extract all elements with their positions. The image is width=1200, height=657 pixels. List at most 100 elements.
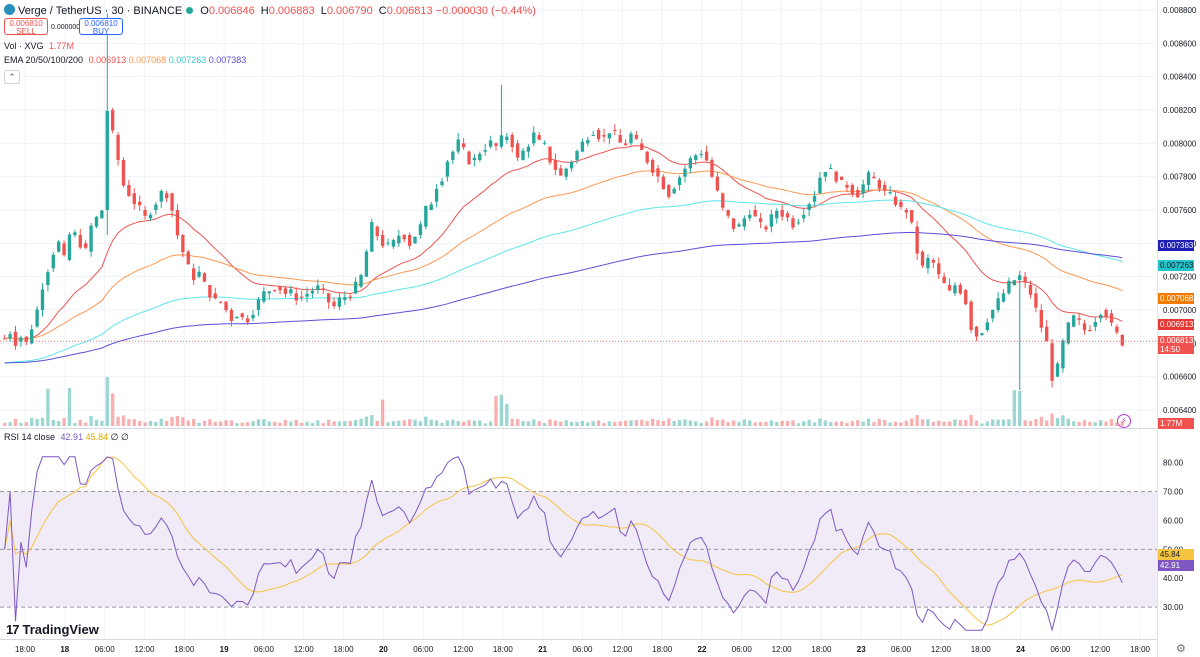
ema200-value: 0.007383 <box>208 55 247 65</box>
candle-body <box>596 130 601 140</box>
buy-button[interactable]: 0.006810 BUY <box>79 18 123 36</box>
ema50-value: 0.007068 <box>128 55 167 65</box>
candle-body <box>645 151 649 163</box>
ema50-price-tag: 0.007068 <box>1158 293 1194 304</box>
volume-bar <box>186 420 190 426</box>
symbol-title[interactable]: Verge / TetherUS · 30 · BINANCE <box>18 5 183 17</box>
volume-bar <box>1088 421 1092 426</box>
candle-body <box>1023 276 1027 283</box>
candle-body <box>920 251 925 266</box>
rsi-legend[interactable]: RSI 14 close 42.91 45.84 ∅ ∅ <box>4 432 129 443</box>
volume-bar <box>391 421 396 426</box>
volume-bar <box>19 423 23 426</box>
candle-body <box>623 143 628 146</box>
candle-body <box>1055 363 1060 377</box>
volume-bar <box>326 419 331 426</box>
volume-bar <box>262 419 266 426</box>
volume-bar <box>337 421 342 426</box>
candle-body <box>910 210 914 223</box>
candle-body <box>186 251 190 265</box>
volume-bar <box>591 421 595 426</box>
sell-button[interactable]: 0.006810 SELL <box>4 18 48 36</box>
volume-bar <box>731 420 736 426</box>
ema-lines <box>4 145 1123 364</box>
volume-bar <box>397 420 401 426</box>
candle-body <box>667 185 671 197</box>
lightning-icon[interactable]: ⚡ <box>1117 414 1131 428</box>
candle-body <box>1034 293 1038 308</box>
candle-body <box>548 146 552 163</box>
volume-bar <box>910 418 914 426</box>
volume-bar <box>613 421 617 426</box>
volume-bar <box>418 421 423 426</box>
volume-bar <box>872 422 876 426</box>
volume-bar <box>256 419 261 426</box>
candle-body <box>262 291 266 302</box>
candle-body <box>710 160 714 177</box>
rsi-tick-label: 30.00 <box>1163 603 1184 612</box>
candle-body <box>1115 326 1119 333</box>
candle-body <box>1018 275 1022 280</box>
volume-legend[interactable]: Vol · XVG 1.77M <box>4 41 74 51</box>
rsi-ma-tag: 45.84 <box>1158 549 1194 560</box>
candle-body <box>1050 343 1054 381</box>
volume-bar <box>305 421 309 426</box>
volume-bar <box>829 422 833 426</box>
candle-body <box>424 205 428 227</box>
volume-bar <box>877 419 882 426</box>
volume-bar <box>586 422 590 426</box>
time-tick-label: 12:00 <box>1090 645 1111 654</box>
close-label: C <box>378 5 387 17</box>
volume-bar <box>472 420 477 426</box>
time-tick-label: 12:00 <box>931 645 952 654</box>
volume-bar <box>947 421 952 426</box>
candle-body <box>251 314 255 319</box>
tradingview-logo[interactable]: 17 TradingView <box>6 622 99 637</box>
volume-bar <box>974 420 979 426</box>
candle-body <box>969 301 973 330</box>
candle-body <box>138 201 142 206</box>
candle-body <box>926 257 930 269</box>
volume-bar <box>1034 419 1038 426</box>
candle-body <box>418 224 423 235</box>
volume-bar <box>148 420 153 426</box>
candle-body <box>451 151 455 160</box>
volume-bar <box>823 420 828 426</box>
volume-bar <box>127 419 131 426</box>
candle-body <box>57 241 61 252</box>
volume-bar <box>505 403 509 426</box>
volume-bar <box>656 420 660 426</box>
volume-bar <box>575 421 579 426</box>
candle-body <box>818 177 822 194</box>
candle-body <box>937 263 941 275</box>
gear-icon[interactable]: ⚙ <box>1176 643 1186 655</box>
time-tick-label: 18:00 <box>493 645 514 654</box>
volume-bar <box>667 418 671 426</box>
volume-bar <box>926 419 930 426</box>
candle-body <box>256 299 261 310</box>
candle-body <box>478 153 482 160</box>
candle-body <box>494 143 498 146</box>
candle-body <box>580 141 585 152</box>
volume-price-tag: 1.77M <box>1158 418 1194 429</box>
volume-bar <box>548 419 552 426</box>
volume-bar <box>834 421 838 426</box>
time-tick-label: 18:00 <box>15 645 36 654</box>
collapse-legend-button[interactable]: ⌃ <box>4 70 20 84</box>
candle-body <box>170 193 174 211</box>
candle-body <box>337 297 342 307</box>
time-tick-label: 12:00 <box>134 645 155 654</box>
volume-bar <box>316 420 320 426</box>
volume-bar <box>866 418 871 426</box>
candle-body <box>456 139 460 152</box>
candle-body <box>353 281 358 294</box>
candle-body <box>613 130 617 131</box>
volume-bar <box>78 419 82 426</box>
ema-legend[interactable]: EMA 20/50/100/200 0.006913 0.007068 0.00… <box>4 55 246 65</box>
volume-bar <box>980 423 984 426</box>
last-price-value: 0.006813 <box>1160 336 1194 345</box>
volume-bar <box>202 420 207 426</box>
volume-bar <box>904 420 909 426</box>
price-tick-label: 0.008000 <box>1163 139 1197 148</box>
